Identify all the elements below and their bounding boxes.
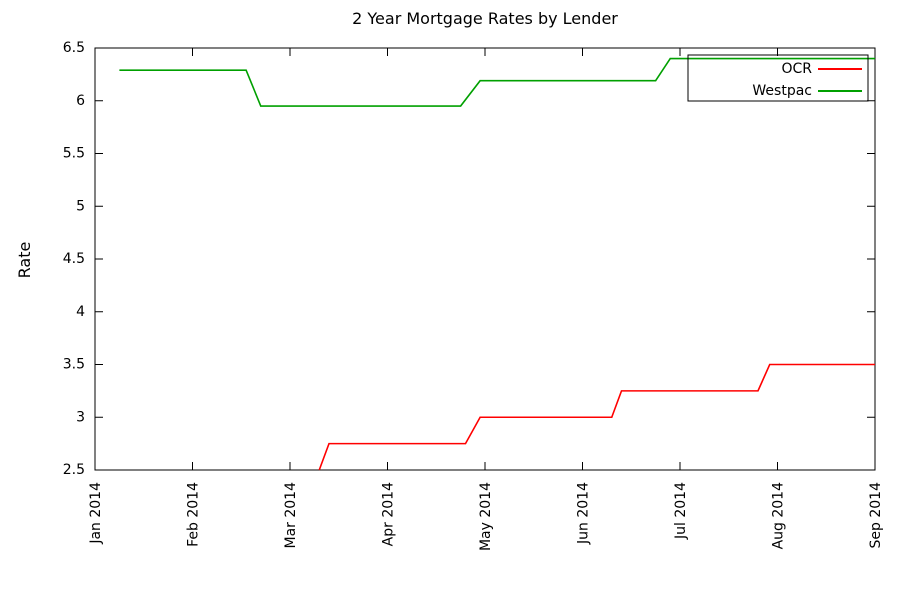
x-tick-label: Aug 2014 [771, 482, 787, 550]
x-axis-ticks: Jan 2014 Feb 2014 Mar 2014 Apr 2014 May 2014… [88, 48, 884, 551]
y-tick-label: 2.5 [63, 462, 85, 478]
chart-legend: OCR Westpac [688, 55, 868, 101]
x-tick-label: Feb 2014 [186, 482, 202, 547]
mortgage-rate-chart: 2 Year Mortgage Rates by Lender Rate 2.5… [0, 0, 900, 600]
x-tick-label: Apr 2014 [381, 482, 397, 546]
y-tick-label: 5 [76, 198, 85, 214]
y-tick-label: 3.5 [63, 357, 85, 373]
legend-label: OCR [781, 61, 812, 77]
y-tick-label: 6 [76, 93, 85, 109]
chart-series [119, 59, 875, 470]
x-tick-label: Jun 2014 [576, 482, 592, 545]
y-tick-label: 6.5 [63, 40, 85, 56]
x-tick-label: Sep 2014 [868, 482, 884, 549]
x-tick-label: Jul 2014 [673, 482, 689, 540]
y-tick-label: 3 [76, 409, 85, 425]
y-tick-label: 4.5 [63, 251, 85, 267]
y-axis-ticks: 2.5 3 3.5 4 4.5 5 5.5 6 6.5 [63, 40, 875, 478]
y-tick-label: 4 [76, 304, 85, 320]
y-tick-label: 5.5 [63, 146, 85, 162]
chart-title: 2 Year Mortgage Rates by Lender [352, 9, 618, 28]
x-tick-label: May 2014 [478, 482, 494, 551]
y-axis-label: Rate [15, 242, 34, 279]
series-ocr [319, 365, 875, 471]
legend-label: Westpac [752, 83, 812, 99]
plot-border [95, 48, 875, 470]
x-tick-label: Mar 2014 [283, 482, 299, 549]
x-tick-label: Jan 2014 [88, 482, 104, 545]
